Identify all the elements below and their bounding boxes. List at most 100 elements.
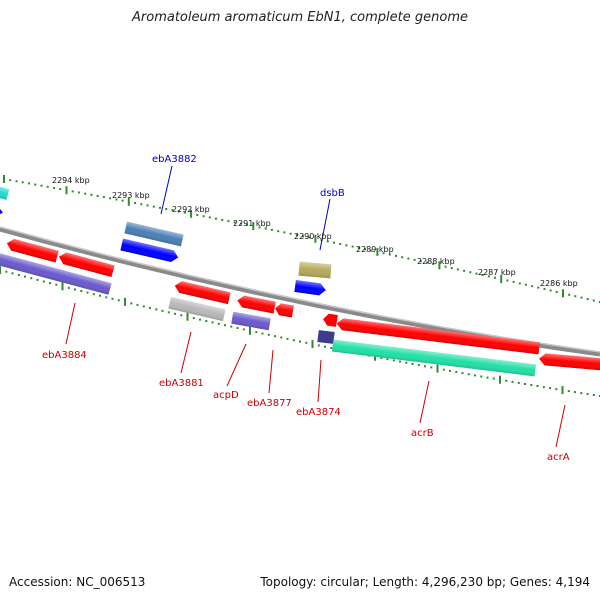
scale-dot <box>227 220 230 223</box>
scale-dot <box>46 185 49 188</box>
scale-dot <box>183 211 186 214</box>
scale-dot <box>42 280 45 283</box>
gene-acrA[interactable] <box>332 339 536 377</box>
scale-dot <box>36 278 39 281</box>
scale-dot <box>413 258 416 261</box>
scale-dot <box>333 241 335 244</box>
tick-label: 2291 kbp <box>233 219 271 228</box>
scale-dot <box>255 331 258 334</box>
scale-dot <box>487 275 490 278</box>
scale-dot <box>555 388 558 391</box>
scale-dot <box>324 345 326 348</box>
scale-dot <box>264 227 267 230</box>
gene-label-ebA3881[interactable]: ebA3881 <box>159 378 204 389</box>
scale-major-tick <box>311 340 314 349</box>
connector-ebA3881 <box>180 331 192 374</box>
gene-acpD[interactable] <box>231 311 271 331</box>
inner-scale <box>0 266 600 397</box>
tick-label: 2287 kbp <box>478 268 516 277</box>
scale-dot <box>461 372 464 375</box>
scale-major-tick <box>65 186 68 195</box>
gene-dsbB[interactable] <box>298 261 332 279</box>
scale-major-tick <box>190 209 193 218</box>
scale-dot <box>455 371 458 373</box>
gene-label-acrB[interactable]: acrB <box>411 428 434 439</box>
scale-dot <box>518 282 521 285</box>
scale-dot <box>161 309 164 312</box>
gene-label-acrA[interactable]: acrA <box>547 452 570 463</box>
gene-ebA3884[interactable] <box>0 253 112 295</box>
scale-dot <box>49 282 51 285</box>
gene-red-3[interactable] <box>173 280 231 305</box>
scale-dot <box>180 314 183 317</box>
scale-major-tick <box>436 364 439 373</box>
gene-blue-partial[interactable] <box>0 206 4 217</box>
tick-label: 2289 kbp <box>356 245 394 254</box>
gene-label-acpD[interactable]: acpD <box>213 390 239 401</box>
gene-blue-1[interactable] <box>120 238 179 264</box>
scale-dot <box>382 252 385 255</box>
gene-blue-2[interactable] <box>294 279 326 296</box>
gene-red-7[interactable] <box>539 353 600 372</box>
scale-dot <box>339 243 342 245</box>
scale-dot <box>317 344 320 347</box>
scale-dot <box>9 179 12 182</box>
forward-strand-genes <box>0 184 332 296</box>
scale-dot <box>274 335 276 338</box>
scale-dot <box>74 288 76 291</box>
scale-dot <box>586 298 589 301</box>
gene-ebA3882[interactable] <box>124 221 184 247</box>
gene-cyan-partial[interactable] <box>0 184 10 200</box>
scale-dot <box>450 267 453 270</box>
scale-dot <box>177 210 180 213</box>
scale-dot <box>549 289 552 292</box>
scale-dot <box>111 297 114 300</box>
scale-dot <box>236 327 239 329</box>
gene-red-5[interactable] <box>274 303 294 318</box>
scale-dot <box>99 294 101 297</box>
gene-ebA3881[interactable] <box>168 296 226 322</box>
scale-dot <box>130 302 133 305</box>
scale-dot <box>537 286 540 289</box>
scale-dot <box>221 218 224 221</box>
scale-dot <box>217 322 220 325</box>
scale-dot <box>80 290 83 292</box>
gene-red-6[interactable] <box>322 313 338 327</box>
scale-dot <box>289 232 292 235</box>
scale-dot <box>140 203 143 206</box>
gene-label-ebA3877[interactable]: ebA3877 <box>247 398 292 409</box>
scale-dot <box>580 296 583 299</box>
scale-dot <box>407 257 410 260</box>
scale-major-tick <box>376 247 379 256</box>
gene-red-4[interactable] <box>236 294 276 314</box>
gene-ebA3874[interactable] <box>317 330 335 344</box>
connector-ebA3882 <box>160 165 173 215</box>
outer-scale <box>3 175 600 303</box>
scale-dot <box>53 187 55 189</box>
scale-dot <box>283 231 286 234</box>
scale-dot <box>326 240 329 243</box>
scale-dot <box>574 295 577 298</box>
gene-label-ebA3882[interactable]: ebA3882 <box>152 154 197 165</box>
scale-major-tick <box>61 282 64 291</box>
gene-red-2[interactable] <box>57 251 115 278</box>
scale-dot <box>419 260 422 263</box>
gene-label-ebA3884[interactable]: ebA3884 <box>42 350 87 361</box>
gene-red-1[interactable] <box>5 237 59 263</box>
scale-dot <box>267 333 270 336</box>
accession-text: Accession: NC_006513 <box>9 575 146 589</box>
scale-dot <box>59 188 62 191</box>
gene-label-dsbB[interactable]: dsbB <box>320 188 345 199</box>
scale-dot <box>463 269 466 272</box>
scale-dot <box>492 377 495 380</box>
scale-dot <box>370 249 373 252</box>
scale-dot <box>242 328 245 331</box>
gene-label-ebA3874[interactable]: ebA3874 <box>296 407 341 418</box>
scale-dot <box>17 274 20 276</box>
gene-acrB[interactable] <box>336 318 540 355</box>
scale-dot <box>55 283 58 286</box>
scale-major-tick <box>124 297 126 306</box>
scale-dot <box>512 280 515 283</box>
scale-dot <box>511 380 514 383</box>
scale-dot <box>136 303 139 306</box>
